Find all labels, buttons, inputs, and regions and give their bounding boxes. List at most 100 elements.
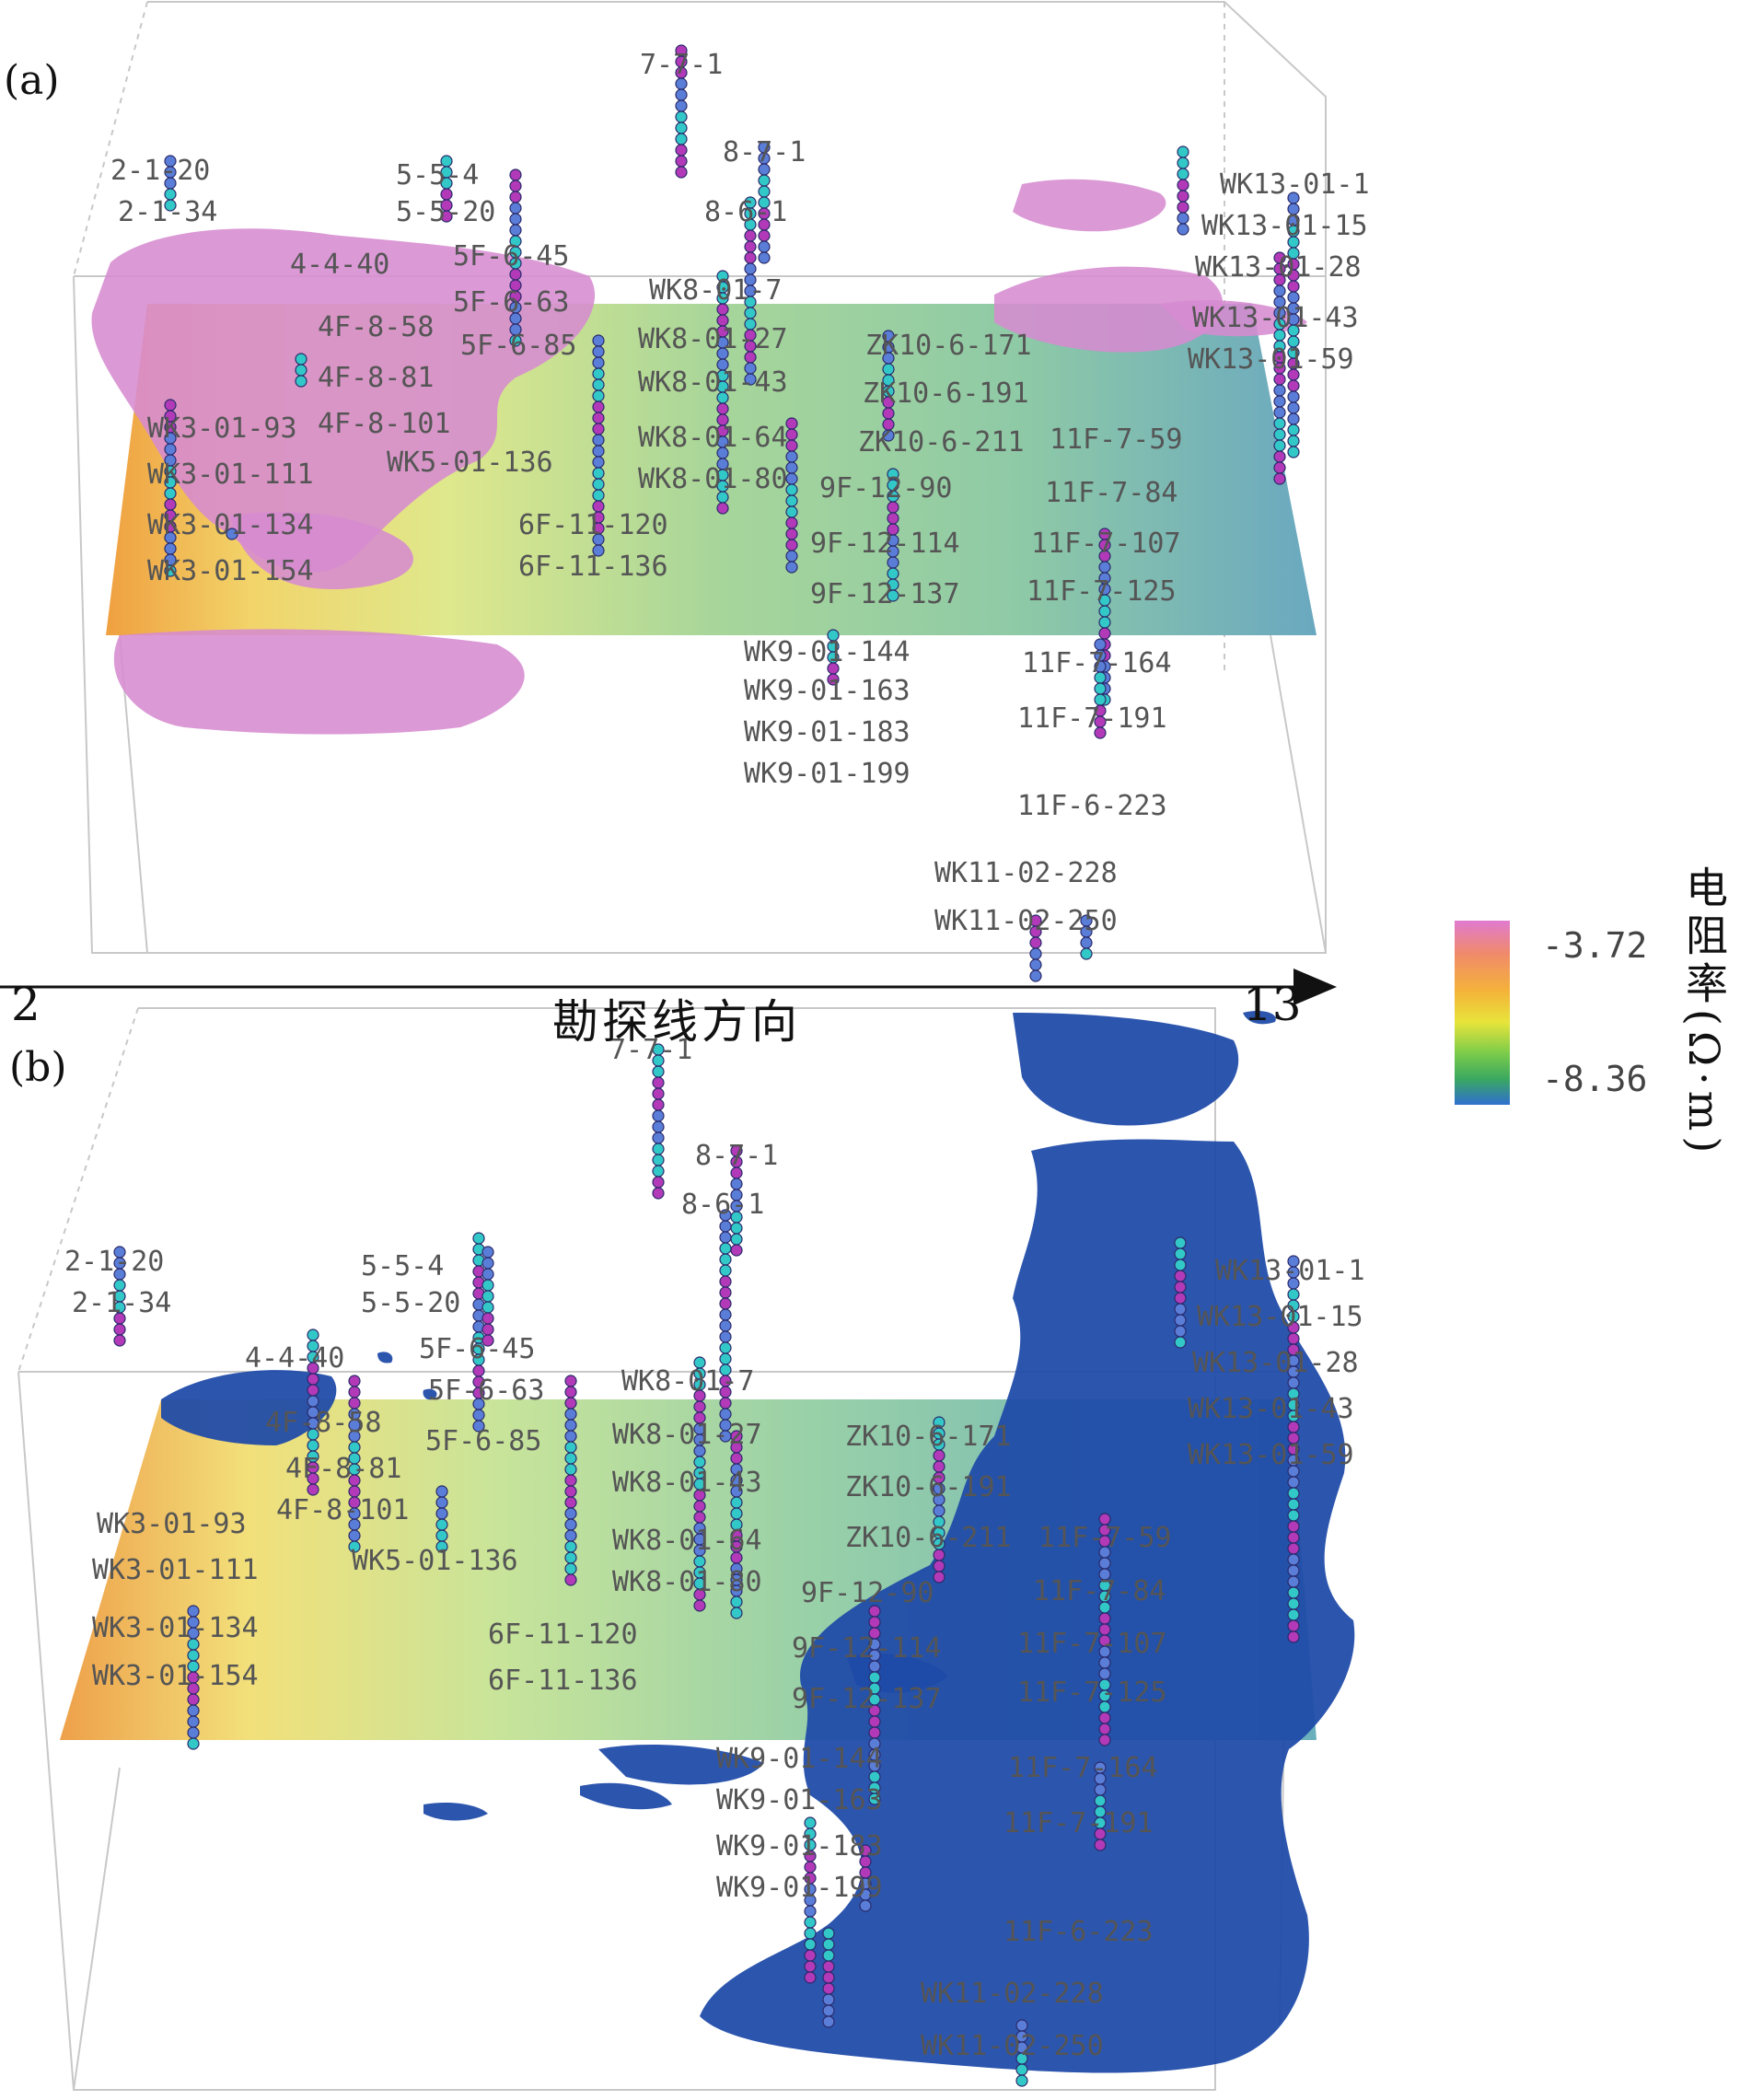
panel-a-well-label: 11F-7-164 [1022,647,1172,679]
axis-title: 勘探线方向 [552,995,801,1049]
panel-b-well-point [113,1334,126,1347]
panel-b-well-point [822,2004,835,2017]
panel-b-well-point [1287,1586,1300,1599]
panel-b-well-label: 11F-7-59 [1038,1522,1172,1554]
axis-end-label: 13 [1243,978,1302,1031]
panel-b-well-point [435,1507,448,1520]
panel-a-well-point [1273,395,1286,408]
panel-a-well-point [1094,726,1107,739]
panel-a-well-label: 5F-6-45 [453,240,569,273]
panel-a-well-point [509,213,522,226]
panel-b-well-point [730,1233,743,1246]
panel-a-well-label: WK11-02-250 [934,905,1118,937]
panel-a-well-point [592,423,605,435]
panel-b-well-point [822,1938,835,1951]
panel-b-well-point [652,1165,665,1178]
panel-b-well-label: 2-1-20 [64,1246,164,1278]
panel-b-well-point [435,1518,448,1531]
panel-a-well-label: 8-6-1 [704,196,787,228]
panel-b-well-point [1287,1553,1300,1566]
panel-a-well-point [1273,428,1286,441]
panel-b-well-point [307,1395,319,1408]
panel-b-well-point [719,1253,732,1266]
panel-a-well-point [509,168,522,181]
panel-b-well-point [933,1571,945,1584]
panel-a-well-point [440,210,453,223]
panel-b-well-point [822,1960,835,1973]
panel-b-well-point [1098,1734,1111,1746]
panel-b-well-label: 11F-6-223 [1003,1916,1154,1948]
panel-b-well-point [859,1899,872,1912]
panel-a-well-point [785,528,798,540]
panel-a-well-point [226,528,238,540]
panel-b-well-point [1174,1236,1187,1249]
panel-a-well-point [1287,435,1300,447]
panel-a-well-label: 11F-7-59 [1050,423,1183,456]
panel-a-well-point [716,402,729,415]
panel-b-well-point [564,1573,577,1586]
panel-b-well-point [822,1927,835,1940]
panel-a-well-label: WK3-01-134 [147,509,314,541]
panel-a-well-label: 4F-8-101 [318,408,451,440]
panel-b-well-point [1287,1564,1300,1577]
panel-a-well-label: WK8-01-7 [649,274,783,307]
panel-b-well-point [1174,1270,1187,1282]
panel-b-well-label: 7-7-1 [609,1034,692,1066]
axis-start-label: 2 [11,978,41,1031]
panel-b-well-point [481,1279,494,1292]
panel-b-well-point [1098,1557,1111,1570]
panel-b-well-point [804,1960,817,1973]
panel-b-well-label: 11F-7-125 [1017,1677,1167,1709]
panel-b-well-point [435,1540,448,1553]
panel-b-well-point [481,1301,494,1314]
panel-b-well-point [564,1518,577,1531]
panel-a-well-point [1177,145,1189,158]
panel-b-well-point [1174,1281,1187,1294]
panel-b-well-point [481,1257,494,1270]
panel-b-well-label: 9F-12-90 [801,1577,934,1609]
panel-a-well-point [887,589,899,602]
panel-a-well-point [675,88,688,101]
panel-b-well-point [1015,2063,1028,2076]
panel-b-well-point [730,1222,743,1235]
panel-a-well-label: 5F-6-85 [460,330,576,362]
panel-b [17,1007,1355,2091]
panel-b-well-label: WK8-01-64 [612,1525,762,1557]
panel-b-well-point [187,1715,200,1728]
colorbar-unit: 电阻率(Ω·m) [1679,865,1729,1159]
panel-a-well-point [509,180,522,192]
panel-a-well-point [887,512,899,525]
panel-a-well-point [164,199,177,212]
panel-a-well-point [744,251,757,264]
panel-b-well-point [719,1352,732,1365]
panel-b-well-point [564,1419,577,1432]
panel-b-well-point [481,1290,494,1303]
panel-a-well-point [592,378,605,391]
panel-a-well-label: WK13-01-28 [1195,251,1362,284]
panel-b-well-label: WK8-01-27 [612,1419,762,1451]
panel-b-well-label: 5-5-20 [361,1287,460,1319]
panel-b-well-point [652,1065,665,1078]
panel-b-well-point [822,2015,835,2028]
panel-b-well-label: WK8-01-43 [612,1467,762,1499]
panel-b-well-point [1287,1332,1300,1345]
panel-a-well-point [785,472,798,485]
panel-b-well-label: WK13-01-15 [1197,1301,1363,1333]
panel-b-well-point [1174,1292,1187,1305]
panel-b-well-label: 11F-7-84 [1033,1575,1166,1607]
panel-b-well-point [564,1463,577,1476]
panel-b-well-label: 5-5-4 [361,1250,444,1282]
panel-a-well-point [592,544,605,557]
panel-b-well-label: ZK10-6-211 [845,1522,1012,1554]
panel-b-well-label: 5F-6-63 [428,1375,544,1407]
panel-a-well-point [1273,472,1286,485]
panel-b-well-label: 11F-7-191 [1003,1807,1154,1839]
panel-b-well-point [652,1154,665,1166]
panel-b-well-point [1094,1783,1107,1796]
panel-a-well-label: 11F-7-84 [1045,477,1178,509]
panel-b-well-point [307,1373,319,1386]
panel-a-well-point [1029,936,1042,949]
panel-b-well-label: WK11-02-250 [921,2030,1104,2062]
panel-b-well-point [307,1439,319,1452]
panel-b-well-point [1287,1630,1300,1643]
